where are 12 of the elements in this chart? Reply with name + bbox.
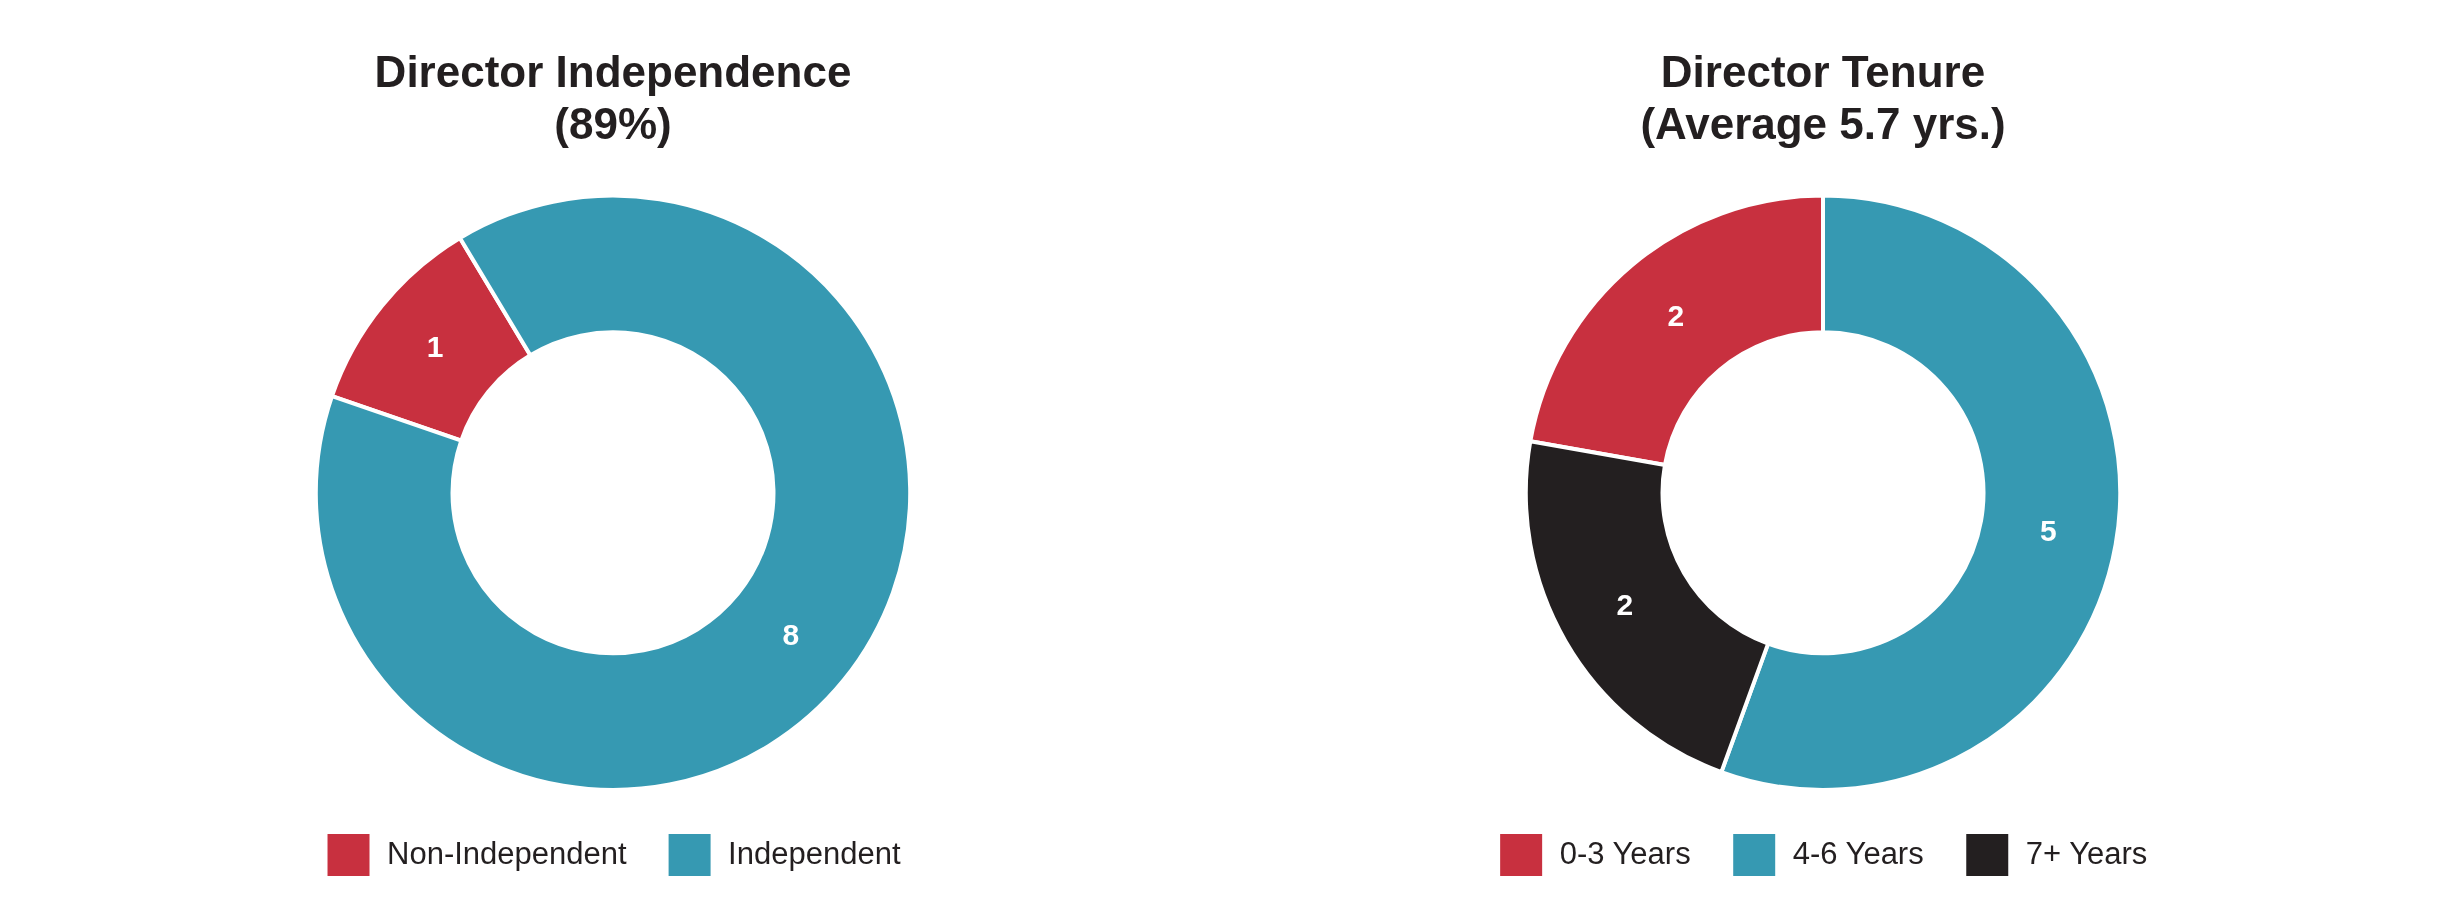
data-label: 1 — [426, 330, 444, 364]
legend-label: Independent — [728, 835, 901, 871]
data-label: 2 — [1616, 588, 1634, 622]
chart-title: Director Independence (89%) — [374, 46, 852, 149]
chart-title: Director Tenure (Average 5.7 yrs.) — [1640, 46, 2006, 149]
data-label: 8 — [782, 618, 800, 652]
legend-label: 4-6 Years — [1792, 835, 1924, 871]
legend-label: 0-3 Years — [1559, 835, 1691, 871]
legend-label: 7+ Years — [2025, 835, 2148, 871]
data-label: 2 — [1667, 298, 1685, 332]
data-label: 5 — [2040, 513, 2057, 547]
legend-label: Non-Independent — [387, 835, 627, 871]
